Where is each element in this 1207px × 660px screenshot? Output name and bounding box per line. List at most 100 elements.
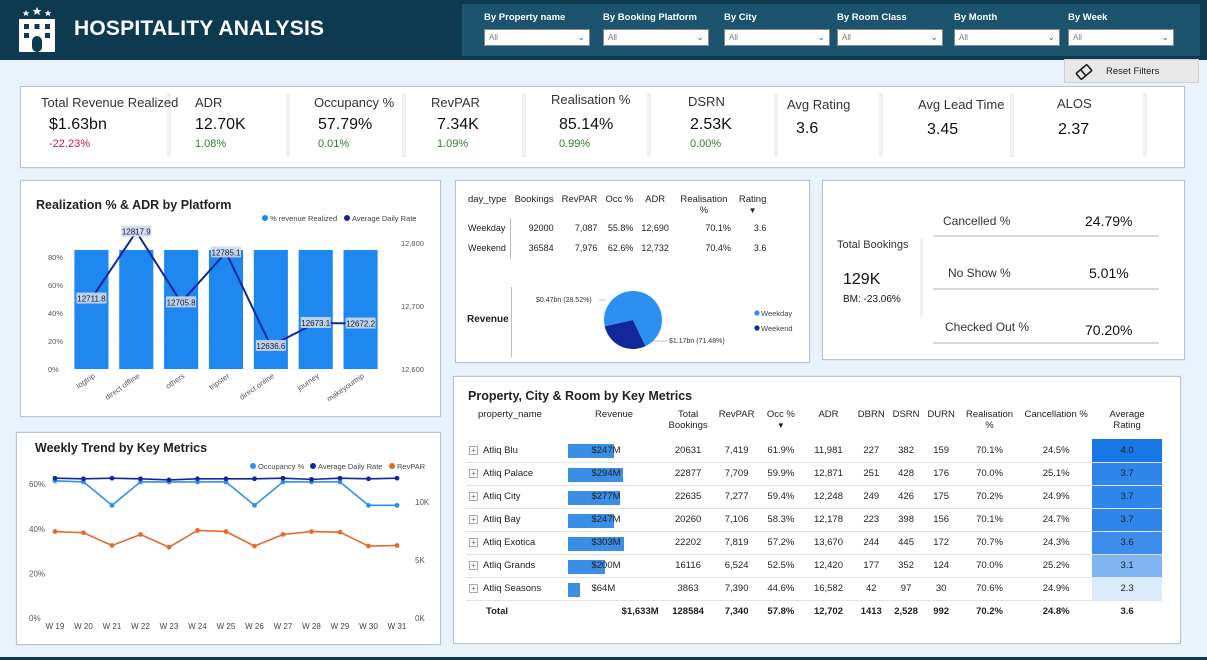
table-row[interactable]: + Atliq Grands $200M 16116 6,524 52.5% 12,420 1… [466,554,1162,578]
data-point [337,529,343,535]
col-realisation[interactable]: Realisation % [966,409,1014,431]
col-occ[interactable]: Occ % [605,194,634,205]
table-row[interactable]: + Atliq City $277M 22635 7,277 59.4% 12,248 249… [466,485,1162,509]
bar [74,250,109,369]
data-point [309,476,314,482]
filter-month-select[interactable]: All ⌄ [954,29,1060,46]
table-row[interactable]: + Atliq Exotica $303M 22202 7,819 57.2% 13,670… [466,531,1162,555]
col-dbrn[interactable]: DBRN [857,409,885,420]
expand-icon[interactable]: + [469,583,478,593]
cell-revpar: 6,524 [714,554,759,578]
data-label-bg [300,316,331,328]
expand-icon[interactable]: + [469,514,478,524]
cell-dsrn: 398 [888,508,924,532]
cell-real: 70.6% [958,577,1021,601]
data-label: 12817.9 [122,228,151,237]
table-row[interactable]: Weekend 36584 7,976 62.6% 12,732 70.4% 3… [464,238,770,258]
col-property-name[interactable]: property_name [478,409,542,420]
table-row[interactable]: + Atliq Seasons $64M 3863 7,390 44.6% 16,582 42… [466,577,1162,601]
cell-dsrn: 426 [888,485,924,509]
kpi-delta: 1.09% [437,138,469,150]
table-row[interactable]: + Atliq Palace $294M 22877 7,709 59.9% 12,871 2… [466,462,1162,486]
cell-dbrn: 249 [853,485,889,509]
filter-room-class-select[interactable]: All ⌄ [837,29,943,46]
cell-occ: 58.3% [758,508,804,532]
col-cancellation[interactable]: Cancellation % [1024,409,1088,420]
col-realisation[interactable]: Realisation % [680,194,728,216]
col-revpar[interactable]: RevPAR [718,409,755,420]
weekly-trend-chart: Occupancy % Average Daily Rate RevPAR 0% 20%… [29,462,430,631]
cell-durn: 175 [923,485,959,509]
col-revpar[interactable]: RevPAR [561,194,598,205]
col-rating[interactable]: Rating ▼ [735,192,770,218]
pie-slice [604,320,646,349]
filter-platform-value: All [608,33,617,42]
expand-icon[interactable]: + [469,537,478,547]
col-durn[interactable]: DURN [927,409,955,420]
table-row[interactable]: Weekday 92000 7,087 55.8% 12,690 70.1% 3… [464,218,770,238]
cell: 12,690 [641,223,669,233]
cell: 36584 [528,243,554,253]
bar [298,250,333,369]
filter-platform-select[interactable]: All ⌄ [603,29,709,46]
col-dsrn[interactable]: DSRN [892,409,920,420]
revenue-value: $200M [591,560,621,571]
cell-occ: 59.9% [758,462,804,486]
property-name-cell: + Atliq Seasons [466,577,567,601]
data-label: 12711.8 [77,295,106,304]
col-day-type[interactable]: day_type [468,194,507,205]
col-revenue[interactable]: Revenue [595,409,634,420]
revenue-bar [568,467,623,482]
property-table: property_name Revenue Total Bookings Rev… [466,409,1162,623]
col-bookings[interactable]: Bookings [514,194,554,205]
cell-occ: 61.9% [758,439,804,463]
total-occ: 57.8% [767,606,795,618]
filter-city-select[interactable]: All ⌄ [724,29,830,46]
cell: Weekday [464,218,512,238]
pie-slice [604,291,662,347]
day-type-table: day_type Bookings RevPAR Occ % ADR Reali… [464,192,770,258]
kpi-value: $1.63bn [49,116,107,133]
kpi-delta: 0.00% [690,138,722,150]
filter-month-label: By Month [954,12,998,23]
revenue-value: $64M [591,583,616,594]
app-header: HOSPITALITY ANALYSIS By Property name Al… [0,0,1207,60]
filter-property-select[interactable]: All ⌄ [484,29,590,46]
col-adr[interactable]: ADR [818,409,839,420]
x-tick-label: W 29 [331,622,350,631]
col-total-bookings[interactable]: Total Bookings [668,409,708,431]
data-point [252,502,257,508]
table-row[interactable]: + Atliq Blu $247M 20631 7,419 61.9% 11,981 227 3… [466,439,1162,463]
rating-cell: 3.1 [1092,554,1162,578]
property-name-cell: + Atliq Bay [466,508,567,532]
property-name: Atliq Blu [483,444,518,456]
table-row[interactable]: + Atliq Bay $247M 20260 7,106 58.3% 12,178 223 3… [466,508,1162,532]
divider [933,288,1159,290]
cell-bookings: 22635 [661,485,715,509]
cell-bookings: 3863 [661,577,715,601]
col-occ[interactable]: Occ % ▼ [759,409,803,439]
expand-icon[interactable]: + [469,445,478,455]
cell-bookings: 16116 [661,554,715,578]
cell-canc: 25.1% [1020,462,1093,486]
cell-adr: 13,670 [803,531,854,555]
divider [511,287,512,357]
expand-icon[interactable]: + [469,491,478,501]
reset-filters-button[interactable]: Reset Filters [1064,59,1199,83]
data-label-bg [166,296,197,308]
y2-tick-label: 12,600 [401,365,424,374]
filter-week-select[interactable]: All ⌄ [1068,29,1174,46]
cell-canc: 24.5% [1020,439,1093,463]
filter-platform-label: By Booking Platform [603,12,697,23]
expand-icon[interactable]: + [469,468,478,478]
kpi-label: Avg Rating [787,97,851,112]
series-line [54,480,397,507]
chevron-down-icon: ⌄ [577,32,585,42]
expand-icon[interactable]: + [469,560,478,570]
total-adr: 12,702 [813,606,843,618]
col-average-rating[interactable]: Average Rating [1109,409,1145,431]
total-bookings-block: Total Bookings 129K BM: -23.06% [831,239,923,317]
col-adr[interactable]: ADR [645,194,666,205]
data-point [223,529,229,534]
data-point [280,532,286,537]
